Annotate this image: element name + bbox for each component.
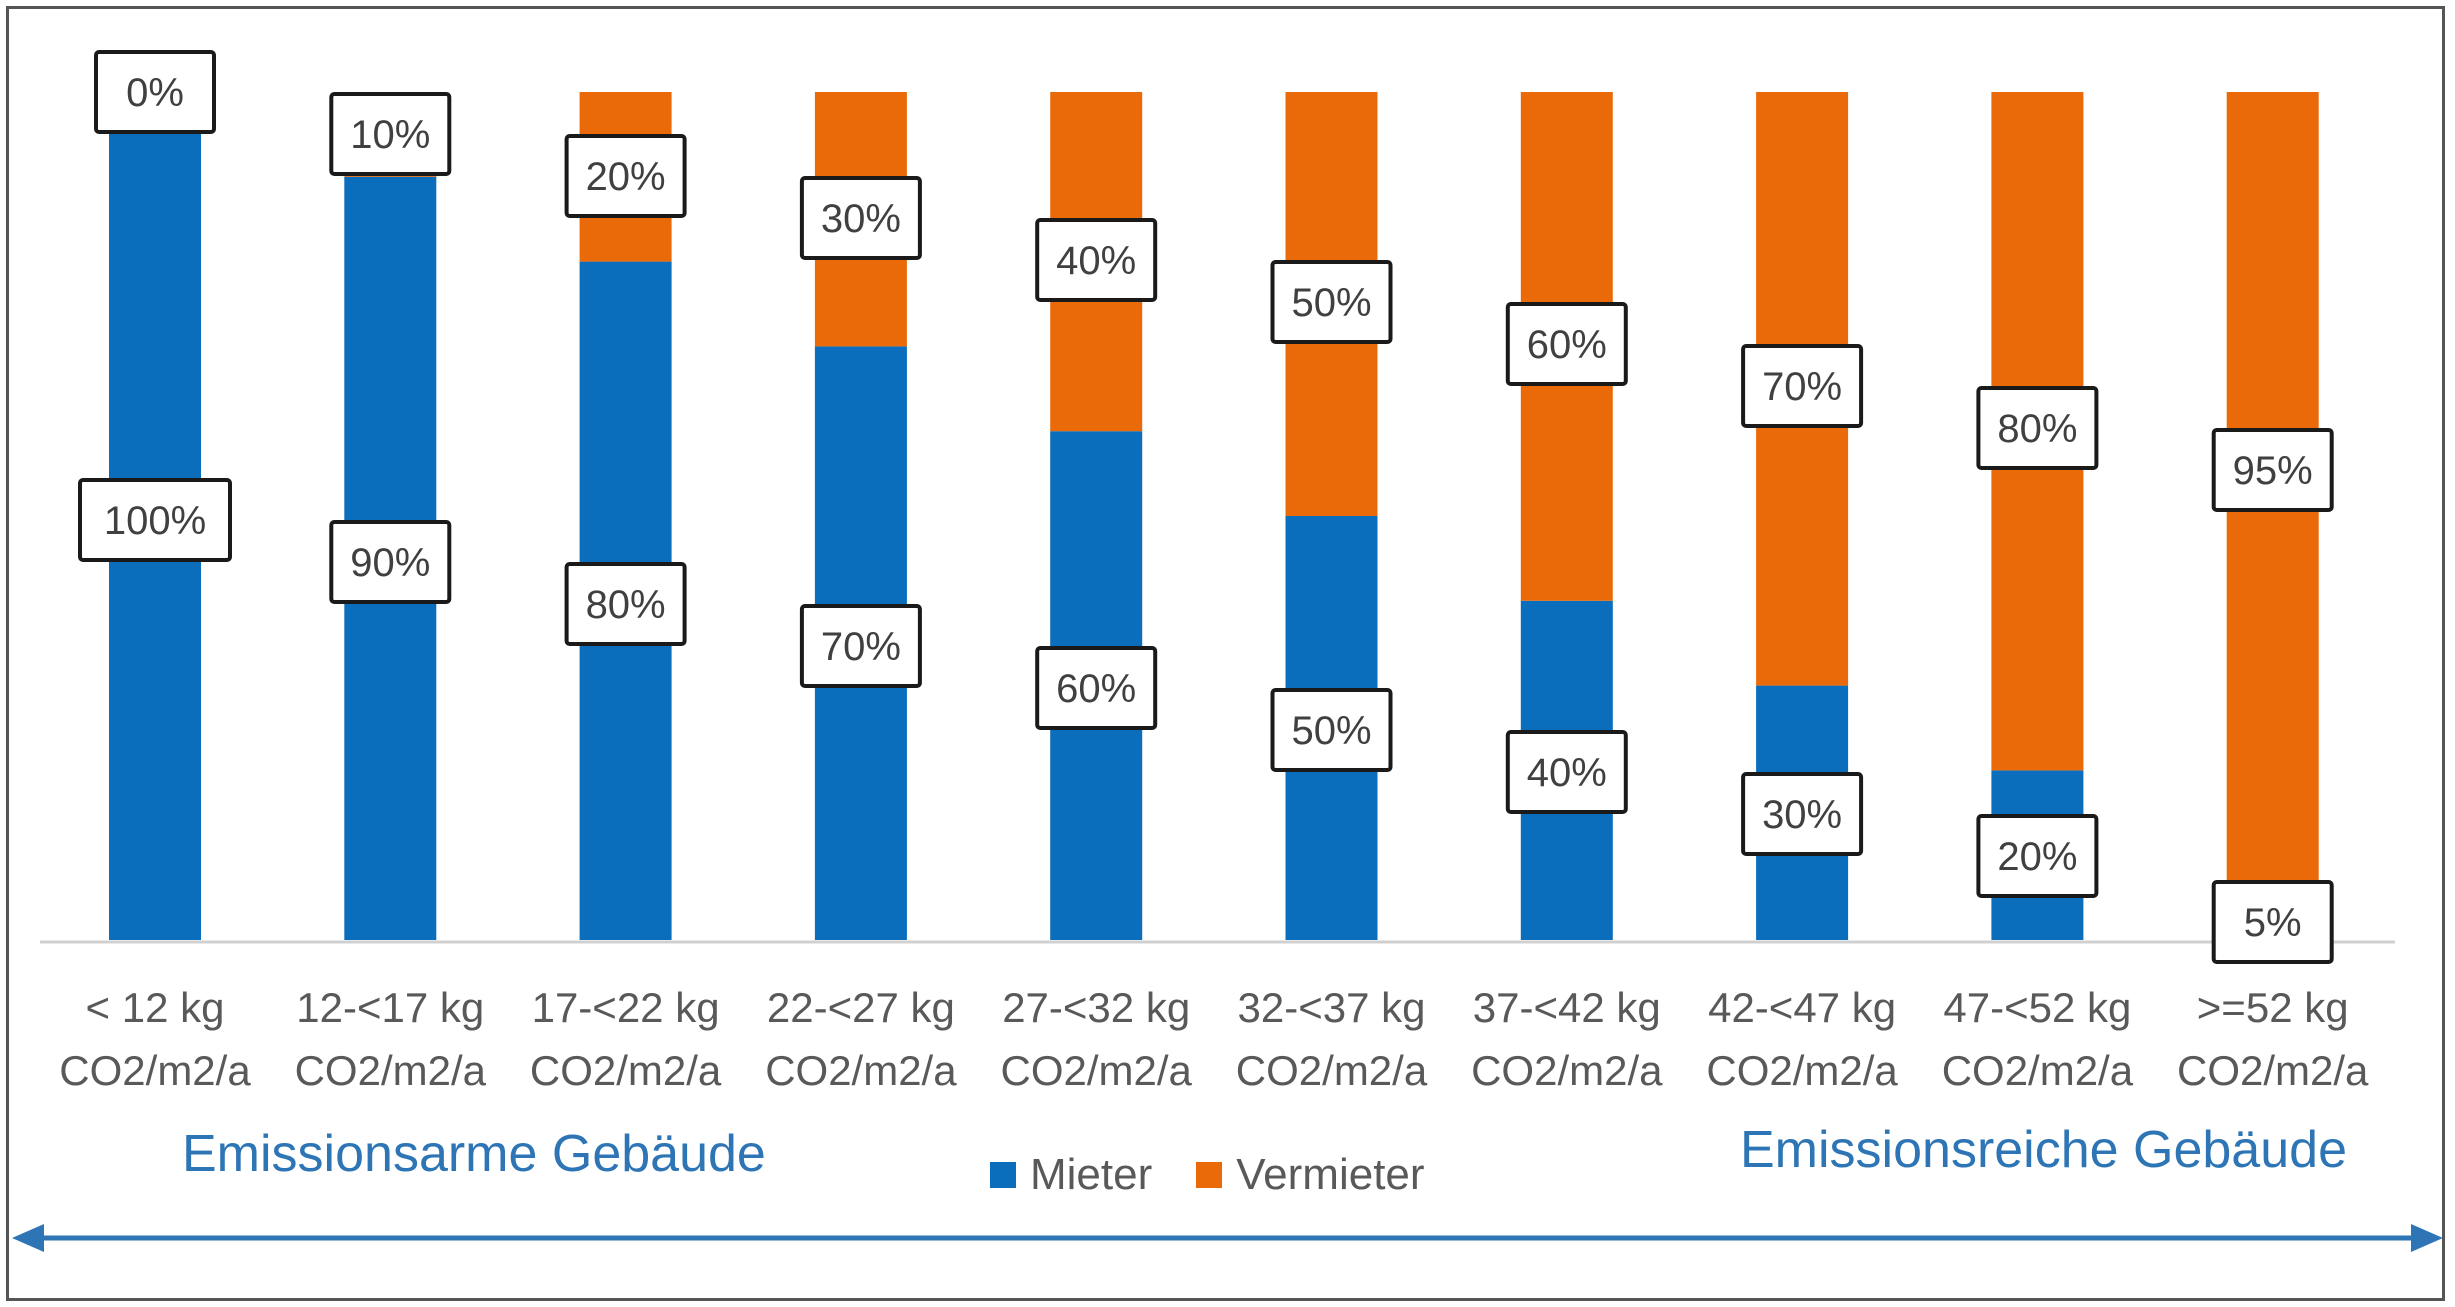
data-label-text: 70% <box>1762 365 1842 409</box>
data-label-text: 10% <box>350 113 430 157</box>
data-label-box <box>1270 260 1393 344</box>
data-label-box <box>1035 646 1158 730</box>
x-tick-label: 17-<22 kg <box>532 984 720 1031</box>
data-label-text: 60% <box>1527 323 1607 367</box>
x-tick-label-unit: CO2/m2/a <box>765 1047 957 1094</box>
data-label-box <box>2211 428 2334 512</box>
x-tick-label-unit: CO2/m2/a <box>295 1047 487 1094</box>
data-label-text: 20% <box>586 155 666 199</box>
data-label-mieter: 20% <box>1976 814 2099 898</box>
data-label-text: 0% <box>126 71 184 115</box>
arrow-right-head <box>2411 1224 2443 1252</box>
data-label-vermieter: 10% <box>329 92 452 176</box>
legend-item-mieter: Mieter <box>990 1150 1152 1200</box>
x-tick-label-unit: CO2/m2/a <box>1236 1047 1428 1094</box>
data-label-mieter: 30% <box>1741 772 1864 856</box>
data-label-box <box>94 50 216 134</box>
data-label-text: 70% <box>821 625 901 669</box>
legend-swatch-vermieter <box>1196 1162 1223 1188</box>
data-label-box <box>1035 218 1158 302</box>
data-label-text: 90% <box>350 541 430 585</box>
low-emission-label: Emissionsarme Gebäude <box>182 1125 766 1183</box>
data-label-mieter: 60% <box>1035 646 1158 730</box>
x-tick-label-unit: CO2/m2/a <box>1942 1047 2134 1094</box>
data-label-box <box>2211 880 2334 964</box>
x-tick-label-unit: CO2/m2/a <box>530 1047 722 1094</box>
data-label-text: 100% <box>104 499 206 543</box>
chart-legend: Mieter Vermieter <box>990 1150 1469 1200</box>
data-label-mieter: 70% <box>799 604 922 688</box>
data-label-box <box>1976 386 2099 470</box>
x-tick-label: 27-<32 kg <box>1002 984 1190 1031</box>
data-label-box <box>1741 772 1864 856</box>
data-label-vermieter: 20% <box>564 134 687 218</box>
data-label-vermieter: 60% <box>1505 302 1628 386</box>
x-tick-label: 12-<17 kg <box>296 984 484 1031</box>
data-label-vermieter: 80% <box>1976 386 2099 470</box>
data-label-text: 80% <box>1997 407 2077 451</box>
chart-frame <box>6 6 2445 1301</box>
x-tick-label-unit: CO2/m2/a <box>1000 1047 1192 1094</box>
data-label-text: 80% <box>586 583 666 627</box>
data-label-mieter: 100% <box>78 478 232 562</box>
data-label-vermieter: 50% <box>1270 260 1393 344</box>
data-label-box <box>799 176 922 260</box>
x-tick-label: 42-<47 kg <box>1708 984 1896 1031</box>
legend-swatch-mieter <box>990 1162 1016 1188</box>
data-label-text: 60% <box>1056 667 1136 711</box>
high-emission-label: Emissionsreiche Gebäude <box>1740 1121 2347 1179</box>
data-label-vermieter: 95% <box>2211 428 2334 512</box>
data-label-mieter: 5% <box>2211 880 2334 964</box>
data-label-text: 50% <box>1291 281 1371 325</box>
x-tick-label: >=52 kg <box>2197 984 2349 1031</box>
data-label-box <box>329 520 452 604</box>
data-label-box <box>329 92 452 176</box>
data-label-vermieter: 30% <box>799 176 922 260</box>
data-label-text: 5% <box>2244 901 2302 945</box>
data-label-box <box>1505 302 1628 386</box>
legend-label-mieter: Mieter <box>1030 1150 1153 1199</box>
data-label-text: 30% <box>821 197 901 241</box>
data-label-box <box>78 478 232 562</box>
legend-item-vermieter: Vermieter <box>1196 1150 1425 1200</box>
data-label-text: 50% <box>1291 709 1371 753</box>
data-label-vermieter: 40% <box>1035 218 1158 302</box>
data-label-mieter: 50% <box>1270 688 1393 772</box>
x-tick-label-unit: CO2/m2/a <box>1706 1047 1898 1094</box>
data-label-text: 40% <box>1527 751 1607 795</box>
data-label-text: 95% <box>2233 449 2313 493</box>
data-label-mieter: 80% <box>564 562 687 646</box>
x-tick-label: 32-<37 kg <box>1238 984 1426 1031</box>
data-label-box <box>1741 344 1864 428</box>
data-label-text: 30% <box>1762 793 1842 837</box>
x-tick-label-unit: CO2/m2/a <box>1471 1047 1663 1094</box>
data-label-box <box>564 562 687 646</box>
data-label-text: 20% <box>1997 835 2077 879</box>
data-label-box <box>799 604 922 688</box>
x-tick-label: 37-<42 kg <box>1473 984 1661 1031</box>
data-label-box <box>1976 814 2099 898</box>
data-label-box <box>564 134 687 218</box>
x-tick-label: < 12 kg <box>86 984 225 1031</box>
x-tick-label: 22-<27 kg <box>767 984 955 1031</box>
arrow-left-head <box>12 1224 44 1252</box>
data-label-box <box>1270 688 1393 772</box>
data-label-mieter: 40% <box>1505 730 1628 814</box>
legend-label-vermieter: Vermieter <box>1236 1150 1425 1199</box>
data-label-box <box>1505 730 1628 814</box>
x-tick-label-unit: CO2/m2/a <box>2177 1047 2369 1094</box>
data-label-mieter: 90% <box>329 520 452 604</box>
x-tick-label-unit: CO2/m2/a <box>59 1047 251 1094</box>
data-label-vermieter: 70% <box>1741 344 1864 428</box>
data-label-text: 40% <box>1056 239 1136 283</box>
data-label-vermieter: 0% <box>94 50 216 134</box>
x-tick-label: 47-<52 kg <box>1943 984 2131 1031</box>
